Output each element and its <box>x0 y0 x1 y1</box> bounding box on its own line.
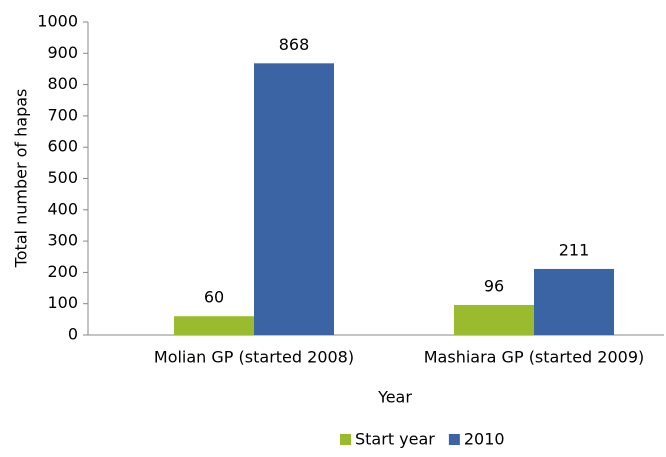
x-tick-label: Mashiara GP (started 2009) <box>424 348 645 367</box>
bar <box>534 268 614 335</box>
x-tick-label: Molian GP (started 2008) <box>154 348 354 367</box>
bar <box>454 304 534 335</box>
legend-swatch <box>448 434 460 445</box>
y-tick-label: 300 <box>47 231 78 250</box>
legend-label: 2010 <box>464 430 505 449</box>
bar <box>254 63 334 335</box>
x-axis-label: Year <box>377 388 412 407</box>
y-tick-label: 100 <box>47 293 78 312</box>
data-label: 868 <box>279 35 310 54</box>
y-tick-label: 1000 <box>37 12 78 31</box>
y-tick-label: 400 <box>47 199 78 218</box>
bar <box>174 316 254 335</box>
y-tick-label: 500 <box>47 168 78 187</box>
y-tick-label: 900 <box>47 43 78 62</box>
y-tick-label: 600 <box>47 137 78 156</box>
y-tick-label: 700 <box>47 105 78 124</box>
legend-label: Start year <box>355 430 435 449</box>
legend-swatch <box>340 434 351 445</box>
data-label: 60 <box>204 288 224 307</box>
y-tick-label: 800 <box>47 74 78 93</box>
data-label: 211 <box>559 240 590 259</box>
y-axis-label: Total number of hapas <box>12 89 31 269</box>
y-tick-label: 0 <box>68 325 78 344</box>
data-label: 96 <box>484 276 504 295</box>
y-tick-label: 200 <box>47 262 78 281</box>
